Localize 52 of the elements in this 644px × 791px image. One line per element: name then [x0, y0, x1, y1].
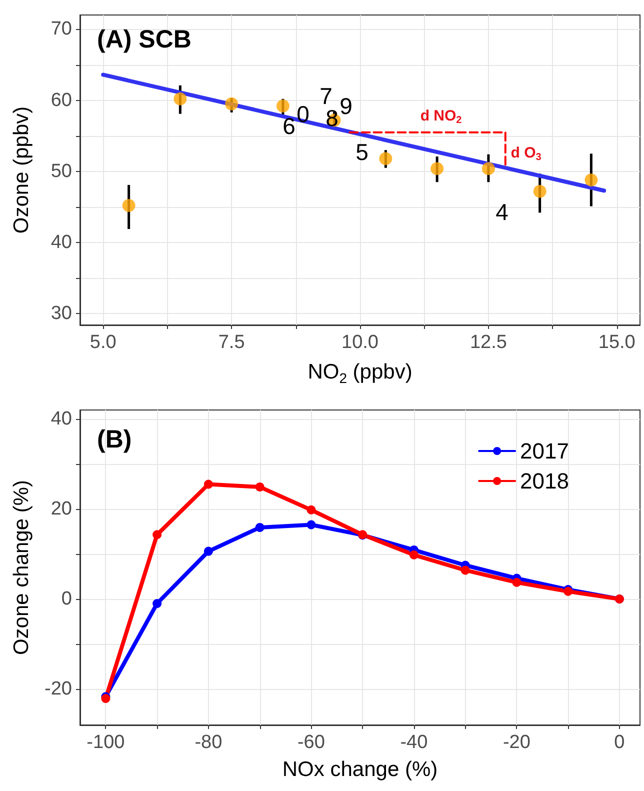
point: [460, 566, 470, 575]
point: [225, 97, 238, 110]
annotation: 4: [496, 199, 509, 225]
y-tick-label: 40: [50, 232, 72, 254]
x-tick-label: -80: [194, 732, 222, 753]
point: [255, 482, 264, 492]
chart-title: (A) SCB: [97, 26, 192, 54]
point: [379, 152, 392, 166]
x-tick-label: 12.5: [470, 332, 507, 353]
y-tick-label: 20: [50, 498, 72, 520]
point: [584, 173, 598, 186]
point: [204, 546, 213, 556]
legend-label: 2017: [520, 438, 570, 464]
point: [409, 550, 418, 560]
x-tick-label: 5.0: [90, 332, 116, 353]
point: [152, 530, 162, 540]
point: [430, 162, 444, 176]
point: [255, 522, 264, 532]
annotation: 6: [282, 113, 296, 139]
x-tick-label: 10.0: [342, 332, 378, 353]
y-tick-label: 50: [50, 160, 72, 182]
x-tick-label: -100: [86, 732, 125, 753]
x-tick-label: 0: [614, 732, 625, 753]
point: [276, 100, 290, 113]
y-tick-label: -20: [44, 678, 72, 700]
annotation: 5: [356, 139, 368, 165]
x-tick-label: -60: [297, 732, 325, 753]
x-tick-label: -40: [400, 732, 428, 753]
x-axis-title: NOx change (%): [282, 758, 438, 781]
point: [306, 520, 316, 530]
y-axis-title: Ozone change (%): [10, 480, 33, 656]
y-tick-label: 70: [50, 18, 72, 40]
point: [122, 199, 136, 212]
x-tick-label: 7.5: [218, 332, 245, 353]
x-tick-label: 15.0: [598, 332, 636, 353]
x-tick-label: -20: [502, 732, 530, 753]
point: [512, 578, 522, 587]
point: [306, 505, 316, 514]
y-tick-label: 0: [61, 588, 72, 610]
annotation: 7: [320, 83, 332, 109]
y-tick-label: 30: [50, 303, 72, 324]
point: [152, 599, 162, 608]
legend-label: 2018: [520, 468, 570, 494]
point: [204, 480, 213, 489]
annotation: 9: [340, 93, 352, 119]
point: [533, 184, 546, 198]
y-tick-label: 60: [50, 90, 72, 111]
point: [174, 92, 187, 106]
y-tick-label: 40: [50, 408, 72, 430]
point: [482, 162, 495, 176]
y-axis-title: Ozone (ppbv): [10, 106, 33, 234]
text: (B): [97, 426, 132, 454]
